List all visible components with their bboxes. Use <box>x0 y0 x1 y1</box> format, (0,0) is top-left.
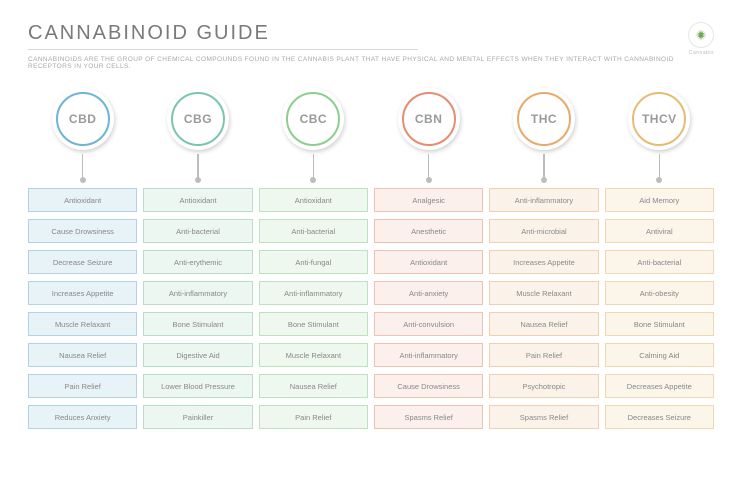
effect-item: Nausea Relief <box>259 374 368 398</box>
connector-stem <box>543 154 545 180</box>
infographic-page: Cannabis CANNABINOID GUIDE CANNABINOIDS … <box>0 0 742 500</box>
effect-item: Nausea Relief <box>489 312 598 336</box>
header-circle: CBN <box>398 88 460 150</box>
effect-item: Anti-bacterial <box>143 219 252 243</box>
effect-item: Digestive Aid <box>143 343 252 367</box>
effect-item: Analgesic <box>374 188 483 212</box>
effect-item: Pain Relief <box>28 374 137 398</box>
effect-item: Aid Memory <box>605 188 714 212</box>
effect-item: Decreases Appetite <box>605 374 714 398</box>
column-cbg: CBG Antioxidant Anti-bacterial Anti-erythem… <box>143 88 252 429</box>
effect-item: Bone Stimulant <box>259 312 368 336</box>
columns-grid: CBDAntioxidantCause DrowsinessDecrease S… <box>28 88 714 429</box>
circle-label: CBG <box>167 88 229 150</box>
circle-label: THCV <box>628 88 690 150</box>
effect-item: Anti-inflammatory <box>374 343 483 367</box>
header-circle: THC <box>513 88 575 150</box>
column-cbd: CBD Antioxidant Cause Drowsiness Decrease S… <box>28 88 137 429</box>
effect-item: Anti-bacterial <box>259 219 368 243</box>
header-circle: THCV <box>628 88 690 150</box>
cannabis-logo <box>688 22 714 48</box>
effect-item: Anti-fungal <box>259 250 368 274</box>
logo-label: Cannabis <box>689 50 714 56</box>
effect-item: Anti-inflammatory <box>259 281 368 305</box>
effect-list: Antioxidant Cause Drowsiness Decrease Seiz… <box>28 188 137 429</box>
leaf-icon <box>694 28 708 42</box>
effect-item: Decrease Seizure <box>28 250 137 274</box>
effect-item: Anti-inflammatory <box>143 281 252 305</box>
circle-label: CBC <box>282 88 344 150</box>
circle-label: CBD <box>52 88 114 150</box>
effect-item: Antiviral <box>605 219 714 243</box>
connector-stem <box>428 154 430 180</box>
effect-item: Painkiller <box>143 405 252 429</box>
effect-list: Antioxidant Anti-bacterial Anti-erythemic A… <box>143 188 252 429</box>
connector-stem <box>82 154 84 180</box>
effect-list: Anti-inflammatory Anti-microbial Increases… <box>489 188 598 429</box>
effect-item: Antioxidant <box>143 188 252 212</box>
connector-stem <box>313 154 315 180</box>
effect-item: Anti-convulsion <box>374 312 483 336</box>
effect-item: Anesthetic <box>374 219 483 243</box>
effect-list: Analgesic Anesthetic Antioxidant Anti-anxie… <box>374 188 483 429</box>
column-cbn: CBN Analgesic Anesthetic Antioxidant Anti-an… <box>374 88 483 429</box>
effect-item: Decreases Seizure <box>605 405 714 429</box>
header-circle: CBD <box>52 88 114 150</box>
effect-item: Antioxidant <box>374 250 483 274</box>
effect-item: Lower Blood Pressure <box>143 374 252 398</box>
effect-item: Anti-anxiety <box>374 281 483 305</box>
effect-list: Antioxidant Anti-bacterial Anti-fungal Anti… <box>259 188 368 429</box>
effect-item: Bone Stimulant <box>605 312 714 336</box>
circle-label: THC <box>513 88 575 150</box>
effect-item: Cause Drowsiness <box>28 219 137 243</box>
header-circle: CBC <box>282 88 344 150</box>
effect-item: Calming Aid <box>605 343 714 367</box>
effect-item: Spasms Relief <box>374 405 483 429</box>
effect-item: Nausea Relief <box>28 343 137 367</box>
circle-label: CBN <box>398 88 460 150</box>
column-thcv: THCV Aid Memory Antiviral Anti-bacterial Ant… <box>605 88 714 429</box>
effect-item: Muscle Relaxant <box>259 343 368 367</box>
effect-item: Pain Relief <box>489 343 598 367</box>
effect-item: Spasms Relief <box>489 405 598 429</box>
effect-item: Psychotropic <box>489 374 598 398</box>
effect-item: Anti-erythemic <box>143 250 252 274</box>
effect-item: Anti-bacterial <box>605 250 714 274</box>
effect-item: Pain Relief <box>259 405 368 429</box>
header-circle: CBG <box>167 88 229 150</box>
effect-item: Cause Drowsiness <box>374 374 483 398</box>
effect-item: Increases Appetite <box>489 250 598 274</box>
effect-item: Muscle Relaxant <box>489 281 598 305</box>
column-thc: THC Anti-inflammatory Anti-microbial Increa… <box>489 88 598 429</box>
effect-item: Antioxidant <box>28 188 137 212</box>
effect-item: Bone Stimulant <box>143 312 252 336</box>
effect-item: Reduces Anxiety <box>28 405 137 429</box>
page-title: CANNABINOID GUIDE <box>28 22 714 45</box>
effect-item: Anti-microbial <box>489 219 598 243</box>
connector-stem <box>197 154 199 180</box>
connector-stem <box>659 154 661 180</box>
effect-item: Muscle Relaxant <box>28 312 137 336</box>
effect-item: Anti-inflammatory <box>489 188 598 212</box>
column-cbc: CBCAntioxidantAnti-bacterialAnti-fungalA… <box>259 88 368 429</box>
page-subtitle: CANNABINOIDS ARE THE GROUP OF CHEMICAL C… <box>28 56 714 70</box>
effect-item: Increases Appetite <box>28 281 137 305</box>
effect-item: Antioxidant <box>259 188 368 212</box>
title-underline <box>28 49 418 50</box>
effect-item: Anti-obesity <box>605 281 714 305</box>
effect-list: Aid Memory Antiviral Anti-bacterial Anti-ob… <box>605 188 714 429</box>
